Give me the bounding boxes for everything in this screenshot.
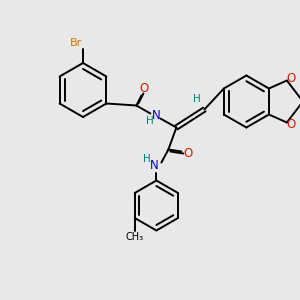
Text: N: N (152, 109, 161, 122)
Text: H: H (146, 116, 153, 127)
Text: H: H (142, 154, 150, 164)
Text: O: O (184, 147, 193, 160)
Text: O: O (286, 118, 296, 131)
Text: O: O (140, 82, 149, 95)
Text: H: H (193, 94, 200, 104)
Text: Br: Br (70, 38, 82, 48)
Text: N: N (150, 159, 159, 172)
Text: CH₃: CH₃ (126, 232, 144, 242)
Text: O: O (286, 72, 296, 85)
